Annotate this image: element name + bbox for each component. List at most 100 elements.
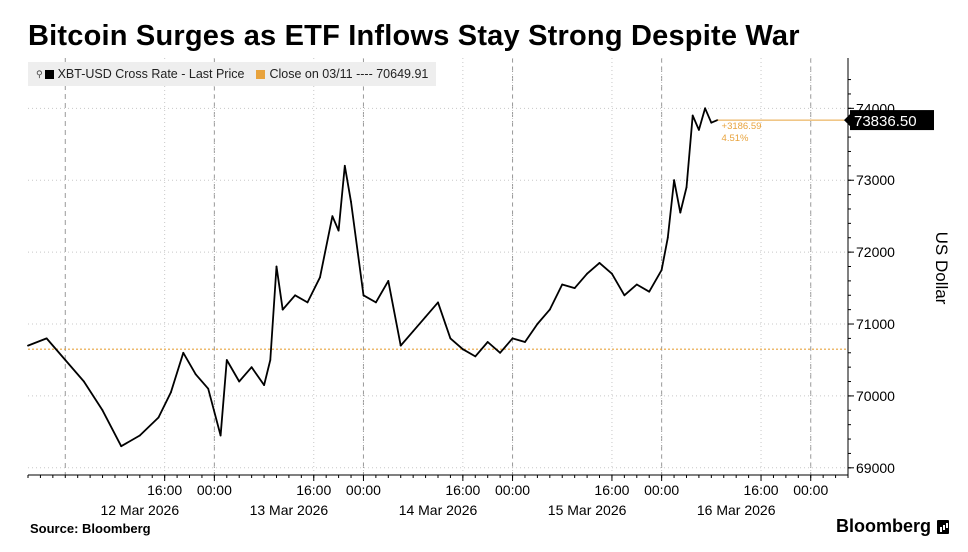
price-point xyxy=(548,308,551,311)
price-point xyxy=(511,337,514,340)
y-tick-label: 70000 xyxy=(856,388,895,404)
x-tick-label: 16:00 xyxy=(296,482,331,498)
price-point xyxy=(362,294,365,297)
x-date-label: 13 Mar 2026 xyxy=(250,502,329,518)
price-point xyxy=(486,341,489,343)
change-label: +3186.59 xyxy=(722,121,762,132)
price-point xyxy=(250,366,253,369)
price-series-group xyxy=(27,107,719,448)
horizontal-gridlines xyxy=(28,107,848,469)
price-point xyxy=(194,373,197,376)
price-point xyxy=(157,416,160,419)
pin-icon: ⚲ xyxy=(36,68,43,79)
x-tick-label: 16:00 xyxy=(744,482,779,498)
x-date-label: 16 Mar 2026 xyxy=(697,502,776,518)
x-axis: 16:00 00:00 16:00 00:00 16:00 00:00 16:00 00:00… xyxy=(27,474,849,518)
price-point xyxy=(437,301,439,304)
brand-name: Bloomberg xyxy=(836,516,932,536)
price-point xyxy=(45,337,48,340)
price-point xyxy=(611,272,613,275)
x-tick-label: 00:00 xyxy=(793,482,828,498)
price-point xyxy=(499,351,501,354)
price-point xyxy=(660,269,663,271)
price-point xyxy=(474,355,477,358)
price-point xyxy=(648,290,651,293)
x-date-label: 15 Mar 2026 xyxy=(548,502,627,518)
price-point xyxy=(623,294,626,297)
x-tick-label: 00:00 xyxy=(644,482,679,498)
price-point xyxy=(294,294,296,297)
last-value-pointer xyxy=(844,114,850,127)
y-tick-label: 72000 xyxy=(856,244,895,260)
price-point xyxy=(138,434,141,437)
price-point xyxy=(225,359,228,361)
series-swatch xyxy=(44,69,54,79)
last-value-box xyxy=(850,110,934,131)
legend-reference-label: Close on 03/11 ---- 70649.91 xyxy=(269,67,429,81)
x-date-label: 12 Mar 2026 xyxy=(101,502,180,518)
price-point xyxy=(331,215,334,218)
price-point xyxy=(573,287,576,289)
price-point xyxy=(710,121,713,124)
x-tick-label: 16:00 xyxy=(147,482,182,498)
price-point xyxy=(170,391,172,394)
x-tick-label: 16:00 xyxy=(594,482,629,498)
brand-logo: Bloomberg xyxy=(836,516,950,537)
price-point xyxy=(337,229,340,232)
price-point xyxy=(679,211,682,214)
price-point xyxy=(673,179,675,182)
y-tick-label: 69000 xyxy=(856,460,895,476)
price-point xyxy=(306,301,309,304)
annotations: 73836.50 +3186.594.51% xyxy=(717,110,934,144)
vertical-gridlines xyxy=(64,58,812,475)
price-point xyxy=(275,265,278,268)
price-point xyxy=(269,359,272,361)
price-point xyxy=(685,186,688,189)
price-point xyxy=(182,351,185,354)
price-point xyxy=(635,283,638,286)
price-point xyxy=(27,344,29,347)
price-point xyxy=(449,337,452,340)
x-tick-label: 00:00 xyxy=(495,482,530,498)
change-pct-label: 4.51% xyxy=(722,133,749,144)
price-point xyxy=(461,348,464,351)
y-tick-label: 73000 xyxy=(856,172,895,188)
price-point xyxy=(219,434,222,437)
price-point xyxy=(412,330,415,333)
price-point xyxy=(586,272,588,275)
price-point xyxy=(64,359,67,361)
legend-series-label: XBT-USD Cross Rate - Last Price xyxy=(57,67,245,81)
price-point xyxy=(207,387,210,390)
price-point xyxy=(375,301,377,304)
price-point xyxy=(343,164,346,167)
chart-title: Bitcoin Surges as ETF Inflows Stay Stron… xyxy=(28,20,800,52)
price-point xyxy=(424,315,427,318)
price-point xyxy=(536,323,539,325)
price-point xyxy=(281,308,284,311)
price-point xyxy=(83,380,85,383)
price-point xyxy=(666,236,669,239)
last-value-label: 73836.50 xyxy=(854,113,917,130)
legend: ⚲ XBT-USD Cross Rate - Last Price Close … xyxy=(28,62,437,86)
x-tick-label: 00:00 xyxy=(197,482,232,498)
price-point xyxy=(350,200,352,203)
x-tick-label: 00:00 xyxy=(346,482,381,498)
bar-chart-icon xyxy=(937,519,950,534)
price-point xyxy=(238,380,241,383)
price-point xyxy=(561,283,564,286)
source-note: Source: Bloomberg xyxy=(30,521,151,536)
price-point xyxy=(399,344,402,347)
x-date-label: 14 Mar 2026 xyxy=(399,502,478,518)
price-point xyxy=(598,262,601,264)
price-point xyxy=(263,384,265,386)
reference-swatch xyxy=(256,69,266,79)
price-point xyxy=(120,445,123,448)
price-point xyxy=(387,280,390,282)
price-point xyxy=(691,114,694,117)
price-point xyxy=(698,129,700,131)
y-axis-label: US Dollar xyxy=(932,231,951,305)
y-tick-label: 71000 xyxy=(856,316,895,332)
price-point xyxy=(319,276,321,279)
price-point xyxy=(101,409,104,412)
